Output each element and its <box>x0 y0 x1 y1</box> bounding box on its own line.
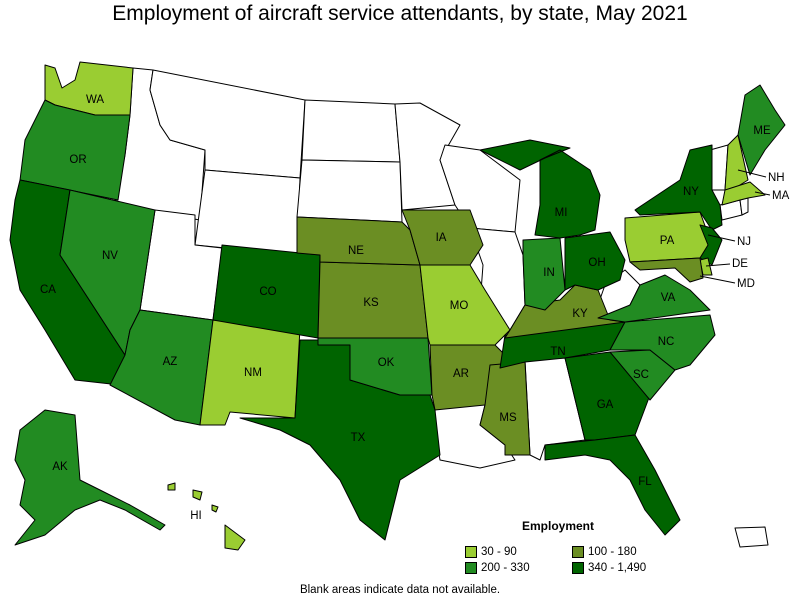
state-ri <box>739 197 749 216</box>
label-nv: NV <box>102 250 118 262</box>
legend-swatch <box>572 562 584 574</box>
state-me <box>737 84 786 176</box>
legend-label: 340 - 1,490 <box>588 562 647 574</box>
label-pa: PA <box>660 235 675 247</box>
state-ny <box>634 144 723 231</box>
callout-line-ma <box>754 191 771 196</box>
label-de: DE <box>732 258 748 270</box>
label-me: ME <box>753 125 771 137</box>
label-in: IN <box>543 267 555 279</box>
label-ky: KY <box>572 308 588 320</box>
label-wa: WA <box>86 94 104 106</box>
state-sd <box>296 159 403 223</box>
state-mi <box>479 139 601 239</box>
legend-swatch <box>572 546 584 558</box>
label-mi: MI <box>555 207 568 219</box>
state-ne <box>296 216 421 266</box>
state-hi <box>167 482 246 551</box>
footnote: Blank areas indicate data not available. <box>299 584 501 596</box>
label-va: VA <box>661 292 676 304</box>
legend-label: 30 - 90 <box>481 546 517 558</box>
label-hi: HI <box>190 510 202 522</box>
state-md <box>629 257 704 283</box>
label-oh: OH <box>588 257 605 269</box>
label-ga: GA <box>597 399 614 411</box>
label-md: MD <box>737 278 755 290</box>
legend-item-30-90: 30 - 90 <box>465 546 517 558</box>
label-fl: FL <box>638 476 652 488</box>
label-nj: NJ <box>737 236 751 248</box>
legend-swatch <box>465 562 477 574</box>
legend-swatch <box>465 546 477 558</box>
state-pr <box>734 526 769 548</box>
map-title: Employment of aircraft service attendant… <box>112 2 688 25</box>
label-ca: CA <box>40 284 56 296</box>
label-nh: NH <box>768 172 785 184</box>
state-nd <box>301 99 401 163</box>
state-oh <box>564 231 626 291</box>
legend-label: 100 - 180 <box>588 546 637 558</box>
label-co: CO <box>259 286 276 298</box>
state-nc <box>609 314 716 371</box>
label-az: AZ <box>163 356 178 368</box>
callout-line-md <box>699 275 736 284</box>
state-ak <box>14 409 166 546</box>
callout-line-nh <box>737 169 767 178</box>
label-sc: SC <box>633 369 649 381</box>
state-ma <box>721 181 766 206</box>
label-ar: AR <box>453 368 469 380</box>
label-ms: MS <box>499 412 517 424</box>
legend-item-200-330: 200 - 330 <box>465 562 530 574</box>
label-ia: IA <box>436 232 447 244</box>
state-wy <box>194 169 301 256</box>
label-nc: NC <box>658 336 675 348</box>
legend-item-340-1490: 340 - 1,490 <box>572 562 646 574</box>
label-tx: TX <box>351 432 366 444</box>
state-mo <box>419 264 511 346</box>
label-ak: AK <box>52 461 68 473</box>
state-ok <box>317 337 433 396</box>
data-states <box>9 61 786 551</box>
legend-label: 200 - 330 <box>481 562 530 574</box>
state-or <box>19 99 131 201</box>
label-ne: NE <box>348 245 364 257</box>
callout-line-de <box>705 263 731 267</box>
label-ok: OK <box>378 357 395 369</box>
label-ma: MA <box>772 190 790 202</box>
state-fl <box>544 434 681 536</box>
state-labels: WA OR CA NV AZ NM CO TX OK KS NE IA MO A… <box>40 94 790 522</box>
state-ms <box>479 361 531 456</box>
label-mo: MO <box>450 300 469 312</box>
label-or: OR <box>69 154 86 166</box>
label-ny: NY <box>683 186 699 198</box>
legend-item-100-180: 100 - 180 <box>572 546 637 558</box>
legend-title: Employment <box>522 519 595 533</box>
label-tn: TN <box>550 346 565 358</box>
label-ks: KS <box>363 297 379 309</box>
callout-line-nj <box>707 234 736 242</box>
label-nm: NM <box>244 367 262 379</box>
no-data-states <box>114 67 769 548</box>
state-va <box>597 274 711 323</box>
